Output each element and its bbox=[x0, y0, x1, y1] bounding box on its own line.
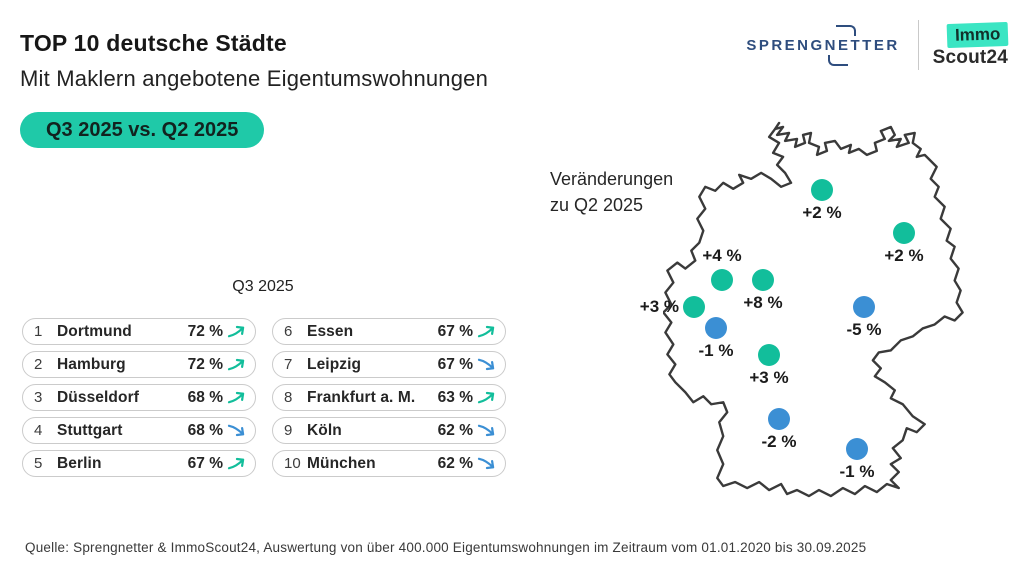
map-dot-label: +3 % bbox=[749, 368, 789, 387]
map-dot-essen bbox=[711, 269, 733, 291]
map-note-line2: zu Q2 2025 bbox=[550, 195, 644, 215]
row-value: 63 % bbox=[437, 388, 473, 406]
map-note: Veränderungen zu Q2 2025 bbox=[550, 166, 673, 218]
map-dot-label: -5 % bbox=[846, 320, 882, 339]
row-value: 68 % bbox=[187, 421, 223, 439]
map-dot-berlin bbox=[893, 222, 915, 244]
table-row: 9 Köln 62 % bbox=[272, 417, 506, 444]
bracket-bottom-icon bbox=[828, 54, 849, 66]
map-dot-label: +4 % bbox=[702, 246, 742, 265]
row-rank: 9 bbox=[284, 422, 293, 439]
table-row: 8 Frankfurt a. M. 63 % bbox=[272, 384, 506, 411]
map-dot-stuttgart bbox=[768, 408, 790, 430]
map-dot-hamburg bbox=[811, 179, 833, 201]
trend-arrow-icon bbox=[477, 325, 495, 338]
row-rank: 6 bbox=[284, 323, 293, 340]
trend-arrow-icon bbox=[477, 424, 495, 437]
immoscout24-immo-badge: Immo bbox=[946, 21, 1009, 49]
map-dot-köln bbox=[705, 317, 727, 339]
map-dot-label: +8 % bbox=[743, 293, 783, 312]
row-city: Stuttgart bbox=[57, 421, 123, 439]
row-rank: 2 bbox=[34, 356, 43, 373]
trend-arrow-icon bbox=[227, 457, 245, 470]
row-rank: 1 bbox=[34, 323, 43, 340]
trend-arrow-icon bbox=[227, 391, 245, 404]
table-caption: Q3 2025 bbox=[232, 278, 294, 295]
table-row: 1 Dortmund 72 % bbox=[22, 318, 256, 345]
page-title: TOP 10 deutsche Städte bbox=[20, 30, 287, 56]
immoscout24-scout24-text: Scout24 bbox=[932, 47, 1008, 68]
row-city: Frankfurt a. M. bbox=[307, 388, 416, 406]
row-rank: 10 bbox=[284, 455, 301, 472]
row-city: München bbox=[307, 454, 376, 472]
map-dot-label: -1 % bbox=[839, 462, 875, 481]
logo-area: SPRENGNETTER Immo Scout24 bbox=[742, 20, 1009, 70]
map-dot-leipzig bbox=[853, 296, 875, 318]
trend-arrow-icon bbox=[477, 457, 495, 470]
map-dot-label: +3 % bbox=[639, 297, 679, 316]
source-note: Quelle: Sprengnetter & ImmoScout24, Ausw… bbox=[25, 540, 867, 555]
row-value: 72 % bbox=[187, 322, 223, 340]
map-dot-label: +2 % bbox=[884, 246, 924, 265]
row-rank: 7 bbox=[284, 356, 293, 373]
row-city: Berlin bbox=[57, 454, 102, 472]
period-badge: Q3 2025 vs. Q2 2025 bbox=[20, 112, 265, 148]
row-rank: 4 bbox=[34, 422, 43, 439]
table-column-right: 6 Essen 67 % 7 Leipzig 67 % 8 Frankfurt … bbox=[272, 318, 506, 477]
page-subtitle: Mit Maklern angebotene Eigentumswohnunge… bbox=[20, 66, 489, 91]
row-value: 62 % bbox=[437, 421, 473, 439]
row-rank: 5 bbox=[34, 455, 43, 472]
row-value: 68 % bbox=[187, 388, 223, 406]
row-city: Hamburg bbox=[57, 355, 126, 373]
sprengnetter-logo: SPRENGNETTER bbox=[742, 23, 903, 68]
map-dot-münchen bbox=[846, 438, 868, 460]
row-city: Leipzig bbox=[307, 355, 362, 373]
trend-arrow-icon bbox=[477, 358, 495, 371]
row-city: Essen bbox=[307, 322, 354, 340]
row-value: 67 % bbox=[187, 454, 223, 472]
row-value: 67 % bbox=[437, 322, 473, 340]
table-row: 10 München 62 % bbox=[272, 450, 506, 477]
trend-arrow-icon bbox=[227, 358, 245, 371]
table-row: 7 Leipzig 67 % bbox=[272, 351, 506, 378]
map-dot-frankfurt-a-m- bbox=[758, 344, 780, 366]
row-city: Düsseldorf bbox=[57, 388, 139, 406]
map-dot-label: -1 % bbox=[698, 341, 734, 360]
bracket-top-icon bbox=[836, 24, 857, 36]
row-value: 67 % bbox=[437, 355, 473, 373]
immoscout24-logo: Immo Scout24 bbox=[932, 21, 1009, 68]
row-city: Köln bbox=[307, 421, 342, 439]
map-dot-label: -2 % bbox=[761, 432, 797, 451]
table-row: 5 Berlin 67 % bbox=[22, 450, 256, 477]
table-row: 3 Düsseldorf 68 % bbox=[22, 384, 256, 411]
trend-arrow-icon bbox=[227, 325, 245, 338]
row-city: Dortmund bbox=[57, 322, 132, 340]
trend-arrow-icon bbox=[477, 391, 495, 404]
map-note-line1: Veränderungen bbox=[550, 169, 674, 189]
table-row: 4 Stuttgart 68 % bbox=[22, 417, 256, 444]
row-rank: 3 bbox=[34, 389, 43, 406]
row-value: 62 % bbox=[437, 454, 473, 472]
table-row: 6 Essen 67 % bbox=[272, 318, 506, 345]
map-dot-dortmund bbox=[752, 269, 774, 291]
row-value: 72 % bbox=[187, 355, 223, 373]
table-row: 2 Hamburg 72 % bbox=[22, 351, 256, 378]
trend-arrow-icon bbox=[227, 424, 245, 437]
logo-divider bbox=[917, 20, 919, 70]
map-dot-düsseldorf bbox=[683, 296, 705, 318]
table-column-left: 1 Dortmund 72 % 2 Hamburg 72 % 3 Düsseld… bbox=[22, 318, 256, 477]
map-dot-label: +2 % bbox=[802, 203, 842, 222]
germany-map-outline bbox=[663, 121, 964, 498]
sprengnetter-wordmark: SPRENGNETTER bbox=[746, 36, 900, 54]
row-rank: 8 bbox=[284, 389, 293, 406]
